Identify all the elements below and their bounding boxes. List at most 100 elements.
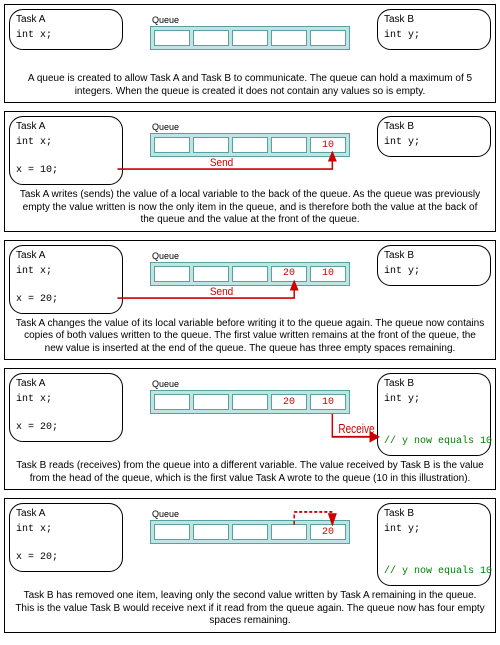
queue: Queue2010 (150, 379, 350, 414)
queue: Queue 10 (150, 122, 350, 157)
panel-row: Task Aint x; x = 20;Queue2010Task Bint y… (9, 373, 491, 456)
code-line (384, 421, 484, 435)
code-line: int x; (16, 393, 116, 407)
code-line (384, 537, 484, 551)
task-title: Task A (16, 508, 116, 519)
code-line: x = 10; (16, 164, 116, 178)
code-comment: // y now equals 10 (384, 565, 484, 579)
queue-label: Queue (152, 122, 350, 132)
code-line: int y; (384, 393, 484, 407)
task-a-box: Task A int x; x = 10; (9, 116, 123, 185)
queue-slot (232, 137, 268, 153)
queue-slot: 10 (310, 137, 346, 153)
queue-body: 10 (150, 133, 350, 157)
task-a-box: Task A int x; x = 20; (9, 503, 123, 572)
code-line: int y; (384, 136, 484, 150)
queue-slot: 20 (271, 394, 307, 410)
queue-slot (232, 394, 268, 410)
panel-1: Task A int x; Queue Task B int y; A queue is … (4, 4, 496, 103)
queue-body: 2010 (150, 390, 350, 414)
panel-row: Task A int x; x = 20; Queue 20 Task B int y; … (9, 503, 491, 586)
code-line (16, 407, 116, 421)
queue-slot (193, 524, 229, 540)
panel-row: Task A int x; Queue Task B int y; (9, 9, 491, 69)
panel-caption: Task B has removed one item, leaving onl… (9, 586, 491, 628)
queue-slot (310, 30, 346, 46)
task-title: Task B (384, 121, 484, 132)
code-line: x = 20; (16, 293, 116, 307)
code-line (384, 407, 484, 421)
queue-label: Queue (152, 251, 350, 261)
panel-row: Task A int x; x = 20; Queue2010 Task B int y… (9, 245, 491, 314)
queue-label: Queue (152, 15, 350, 25)
panel-5: Task A int x; x = 20; Queue 20 Task B int y; … (4, 498, 496, 633)
task-title: Task B (384, 14, 484, 25)
code-line (16, 537, 116, 551)
code-line: int y; (384, 265, 484, 279)
queue-slot (271, 30, 307, 46)
panel-caption: A queue is created to allow Task A and T… (9, 69, 491, 98)
task-a-box: Task A int x; x = 20; (9, 245, 123, 314)
code-line (384, 551, 484, 565)
arrow-label: Send (210, 158, 234, 169)
queue-slot (232, 266, 268, 282)
queue-body (150, 26, 350, 50)
task-title: Task A (16, 14, 116, 25)
queue-slot: 10 (310, 394, 346, 410)
task-title: Task A (16, 121, 116, 132)
queue-body: 20 (150, 520, 350, 544)
queue-slot (232, 30, 268, 46)
queue-slot (154, 266, 190, 282)
queue: Queue2010 (150, 251, 350, 286)
panel-caption: Task A writes (sends) the value of a loc… (9, 185, 491, 227)
queue-slot (271, 137, 307, 153)
task-b-box: Task B int y; (377, 116, 491, 157)
task-title: Task B (384, 250, 484, 261)
panel-caption: Task A changes the value of its local va… (9, 314, 491, 356)
panel-4: Task Aint x; x = 20;Queue2010Task Bint y… (4, 368, 496, 490)
task-b-box: Task B int y; // y now equals 10 (377, 373, 491, 456)
code-line: int x; (16, 523, 116, 537)
task-title: Task A (16, 250, 116, 261)
task-a-box: Task A int x; x = 20; (9, 373, 123, 442)
queue-label: Queue (152, 509, 350, 519)
queue-slot (193, 394, 229, 410)
panel-row: Task A int x; x = 10; Queue 10 Task B int y; S… (9, 116, 491, 185)
queue-slot (232, 524, 268, 540)
task-b-box: Task B int y; (377, 245, 491, 286)
code-line (16, 279, 116, 293)
queue-slot (154, 524, 190, 540)
task-title: Task B (384, 378, 484, 389)
queue-slot: 20 (310, 524, 346, 540)
task-b-box: Task B int y; (377, 9, 491, 50)
queue-slot (154, 30, 190, 46)
queue-slot (193, 266, 229, 282)
queue-slot: 10 (310, 266, 346, 282)
task-title: Task B (384, 508, 484, 519)
queue-slot (193, 30, 229, 46)
code-line: int x; (16, 265, 116, 279)
code-line: int x; (16, 29, 116, 43)
task-b-box: Task B int y; // y now equals 10 (377, 503, 491, 586)
code-line: x = 20; (16, 551, 116, 565)
arrow-label: Receive (338, 423, 374, 436)
queue-slot (193, 137, 229, 153)
code-line (16, 150, 116, 164)
queue-slot (271, 524, 307, 540)
panel-2: Task A int x; x = 10; Queue 10 Task B int y; S… (4, 111, 496, 232)
queue-slot (154, 394, 190, 410)
queue-slot (154, 137, 190, 153)
arrow-label: Send (210, 286, 234, 297)
code-line: x = 20; (16, 421, 116, 435)
code-line: int x; (16, 136, 116, 150)
queue-body: 2010 (150, 262, 350, 286)
queue: Queue 20 (150, 509, 350, 544)
task-title: Task A (16, 378, 116, 389)
panel-3: Task A int x; x = 20; Queue2010 Task B int y… (4, 240, 496, 361)
queue: Queue (150, 15, 350, 50)
code-line: int y; (384, 29, 484, 43)
code-line: int y; (384, 523, 484, 537)
task-a-box: Task A int x; (9, 9, 123, 50)
queue-label: Queue (152, 379, 350, 389)
code-comment: // y now equals 10 (384, 435, 484, 449)
